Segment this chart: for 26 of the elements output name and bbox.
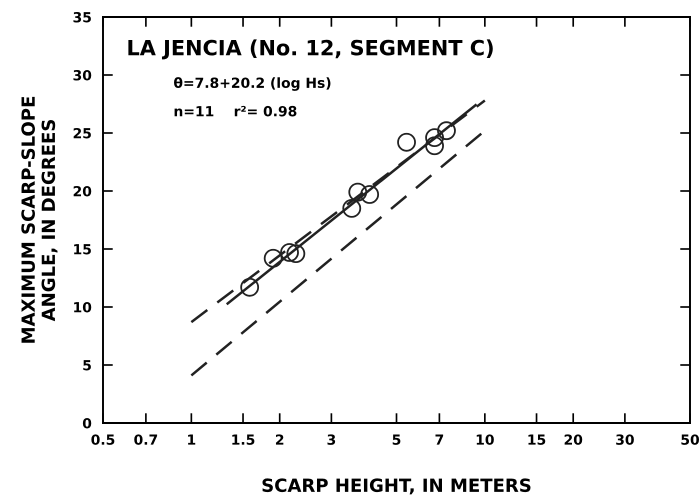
y-tick-label: 25 [74,128,91,138]
annotation: θ=7.8+20.2 (log Hs) [174,77,330,91]
y-tick-label: 15 [74,244,91,254]
x-tick-label: 1 [188,434,196,445]
x-tick-label: 20 [564,434,582,445]
y-tick-label: 10 [74,302,92,312]
x-tick-label: 0.5 [91,434,114,445]
x-tick-label: 2 [276,434,284,445]
x-tick-label: 15 [528,434,546,445]
x-tick-label: 0.7 [134,434,158,445]
annotation: LA JENCIA (No. 12, SEGMENT C) [128,39,493,60]
x-tick-label: 1.5 [232,434,254,445]
x-tick-label: 50 [681,434,699,445]
x-tick-label: 3 [327,434,336,445]
x-tick-label: 30 [616,434,634,445]
y-tick-label: 30 [73,70,92,80]
y-tick-label: 5 [83,360,91,370]
x-tick-label: 7 [435,434,444,445]
x-tick-label: 5 [392,434,400,445]
y-axis-title: MAXIMUM SCARP-SLOPE ANGLE, IN DEGREES [21,96,58,343]
y-tick-label: 35 [73,12,91,22]
x-axis-title: SCARP HEIGHT, IN METERS [262,478,530,494]
annotation: n=11 r²= 0.98 [174,106,296,116]
x-tick-label: 10 [476,434,494,445]
y-tick-label: 0 [82,418,92,428]
y-tick-label: 20 [74,186,92,196]
